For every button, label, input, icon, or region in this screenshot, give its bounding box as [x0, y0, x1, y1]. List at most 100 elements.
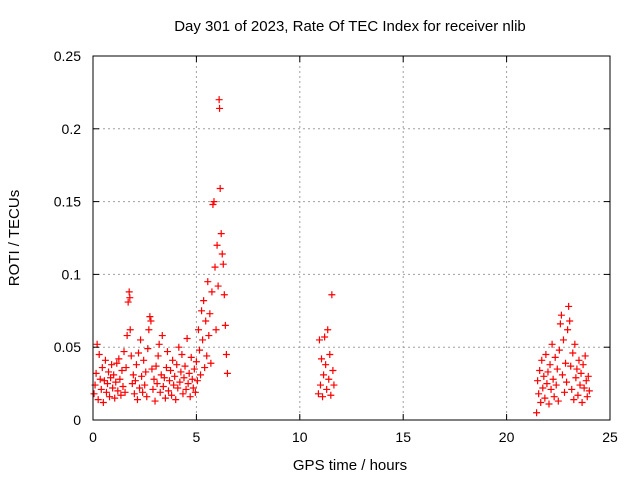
plot-area-frame: [92, 55, 611, 421]
data-point: [210, 198, 218, 206]
data-point: [546, 361, 554, 369]
data-point: [191, 388, 199, 396]
y-tick-label: 0.25: [54, 48, 81, 64]
data-point: [137, 336, 145, 344]
data-point: [325, 375, 333, 383]
data-point: [574, 391, 582, 399]
data-point: [545, 400, 553, 408]
data-point: [140, 356, 148, 364]
data-point: [216, 184, 224, 192]
data-point: [181, 362, 189, 370]
data-point: [98, 364, 106, 372]
data-point: [167, 366, 175, 374]
data-point: [122, 364, 130, 372]
data-point: [126, 326, 134, 334]
data-point: [196, 346, 204, 354]
data-point: [161, 394, 169, 402]
x-tick-label: 20: [499, 429, 515, 445]
data-point: [118, 366, 126, 374]
data-point: [535, 390, 543, 398]
data-point: [93, 340, 101, 348]
data-point: [174, 384, 182, 392]
data-point: [211, 263, 219, 271]
data-point: [573, 365, 581, 373]
data-point: [197, 371, 205, 379]
y-tick-label: 0.05: [54, 339, 81, 355]
data-point: [131, 377, 139, 385]
data-point: [115, 355, 123, 363]
data-point: [132, 361, 140, 369]
data-point: [203, 352, 211, 360]
data-point: [152, 362, 160, 370]
data-point: [218, 250, 226, 258]
axis-ticks: 0 0.05 0.1 0.15 0.2 0.25 0 5 10 15 20 25: [54, 48, 618, 445]
data-point: [320, 371, 328, 379]
data-point: [580, 384, 588, 392]
data-point: [557, 311, 565, 319]
data-point: [568, 385, 576, 393]
data-point: [542, 350, 550, 358]
data-point: [567, 362, 575, 370]
data-point: [558, 371, 566, 379]
y-tick-label: 0.2: [62, 121, 82, 137]
data-point: [563, 378, 571, 386]
data-point: [536, 366, 544, 374]
data-point: [182, 385, 190, 393]
data-point: [327, 391, 335, 399]
data-point: [146, 313, 154, 321]
data-point: [133, 396, 141, 404]
data-point: [547, 385, 555, 393]
data-point: [585, 387, 593, 395]
data-point: [582, 377, 590, 385]
data-point: [581, 352, 589, 360]
data-point: [101, 356, 109, 364]
data-point: [575, 356, 583, 364]
data-point: [106, 393, 114, 401]
data-point: [189, 384, 197, 392]
data-point: [548, 340, 556, 348]
data-point: [121, 388, 129, 396]
data-point: [204, 278, 212, 286]
data-point: [222, 350, 230, 358]
data-point: [223, 369, 231, 377]
data-point: [315, 336, 323, 344]
data-point: [126, 294, 134, 302]
data-point: [171, 372, 179, 380]
data-point: [113, 359, 121, 367]
data-point: [200, 297, 208, 305]
data-point: [565, 302, 573, 310]
x-tick-label: 0: [89, 429, 97, 445]
data-point: [576, 381, 584, 389]
y-tick-label: 0: [73, 412, 81, 428]
data-point: [570, 396, 578, 404]
data-point: [178, 350, 186, 358]
data-point: [127, 352, 135, 360]
data-point: [119, 383, 127, 391]
x-axis-label: GPS time / hours: [293, 457, 407, 474]
data-point: [330, 381, 338, 389]
data-point: [543, 380, 551, 388]
data-point: [130, 390, 138, 398]
data-point: [160, 374, 168, 382]
data-point: [114, 387, 122, 395]
data-point: [162, 364, 170, 372]
data-point: [555, 346, 563, 354]
data-point: [151, 397, 159, 405]
data-point: [136, 384, 144, 392]
data-point: [577, 369, 585, 377]
data-point: [143, 393, 151, 401]
data-point: [180, 374, 188, 382]
data-point: [194, 326, 202, 334]
grid: [93, 56, 610, 420]
data-point: [559, 336, 567, 344]
data-point: [221, 321, 229, 329]
data-point: [318, 355, 326, 363]
data-point: [561, 388, 569, 396]
chart-title: Day 301 of 2023, Rate Of TEC Index for r…: [174, 18, 526, 35]
data-point: [554, 397, 562, 405]
data-point: [109, 384, 117, 392]
data-point: [552, 381, 560, 389]
data-point: [206, 310, 214, 318]
data-point: [97, 385, 105, 393]
data-point: [148, 365, 156, 373]
